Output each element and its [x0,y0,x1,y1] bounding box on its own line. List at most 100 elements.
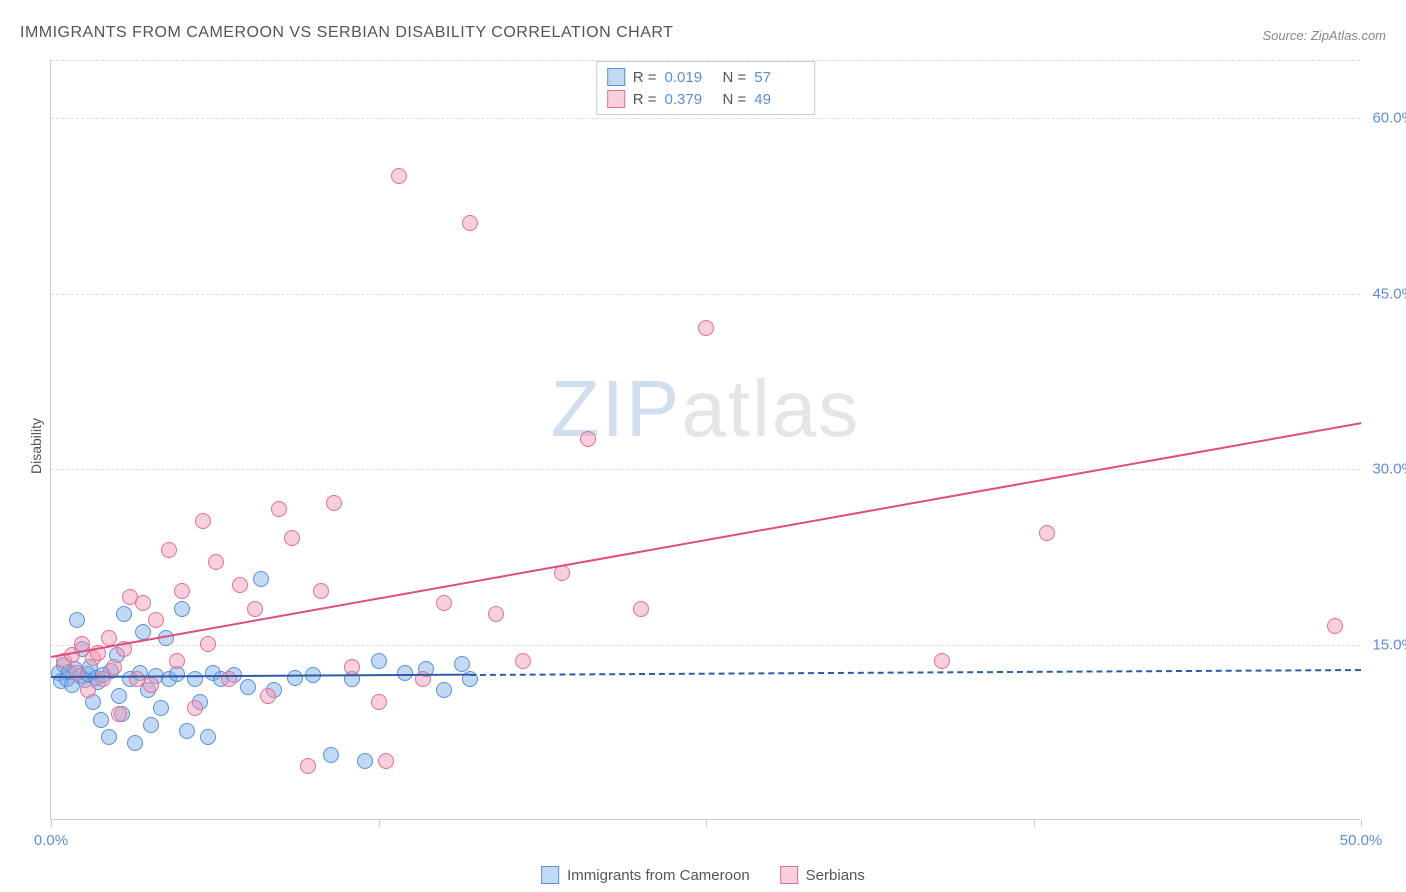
scatter-point [436,595,452,611]
scatter-point [135,595,151,611]
scatter-point [1039,525,1055,541]
scatter-point [187,671,203,687]
legend-swatch-icon [607,68,625,86]
gridline [51,294,1360,295]
regression-line [51,422,1361,658]
scatter-point [187,700,203,716]
watermark-part2: atlas [681,364,860,453]
legend-swatch-icon [780,866,798,884]
scatter-point [127,735,143,751]
legend-item: Immigrants from Cameroon [541,866,750,884]
scatter-point [391,168,407,184]
scatter-point [143,717,159,733]
scatter-point [153,700,169,716]
scatter-point [232,577,248,593]
chart-container: IMMIGRANTS FROM CAMEROON VS SERBIAN DISA… [0,0,1406,892]
scatter-point [357,753,373,769]
scatter-point [174,583,190,599]
gridline [51,645,1360,646]
scatter-point [326,495,342,511]
scatter-point [1327,618,1343,634]
x-tick [379,819,380,827]
scatter-point [200,636,216,652]
scatter-point [101,729,117,745]
legend-item: Serbians [780,866,865,884]
y-tick-label: 60.0% [1372,110,1406,127]
r-label: R = [633,91,657,108]
n-value: 57 [754,69,804,86]
scatter-point [371,653,387,669]
source-attribution: Source: ZipAtlas.com [1262,28,1386,43]
scatter-point [287,670,303,686]
scatter-point [313,583,329,599]
scatter-point [580,431,596,447]
scatter-point [208,554,224,570]
legend-swatch-icon [541,866,559,884]
gridline [51,60,1360,61]
x-tick [1361,819,1362,827]
x-tick [706,819,707,827]
y-tick-label: 15.0% [1372,636,1406,653]
x-tick [51,819,52,827]
scatter-point [80,682,96,698]
regression-line [470,669,1361,676]
scatter-point [116,606,132,622]
scatter-point [436,682,452,698]
watermark: ZIPatlas [551,363,860,455]
scatter-point [253,571,269,587]
gridline [51,469,1360,470]
scatter-point [397,665,413,681]
scatter-point [148,612,164,628]
scatter-point [633,601,649,617]
x-tick-label: 50.0% [1340,832,1383,849]
scatter-point [371,694,387,710]
scatter-point [106,659,122,675]
scatter-point [69,612,85,628]
stats-legend: R = 0.019 N = 57 R = 0.379 N = 49 [596,61,816,115]
scatter-point [323,747,339,763]
scatter-point [93,712,109,728]
plot-area: ZIPatlas R = 0.019 N = 57 R = 0.379 N = … [50,60,1360,820]
r-value: 0.379 [665,91,715,108]
scatter-point [111,688,127,704]
n-label: N = [723,91,747,108]
x-tick [1034,819,1035,827]
n-label: N = [723,69,747,86]
scatter-point [169,653,185,669]
scatter-point [101,630,117,646]
y-tick-label: 45.0% [1372,285,1406,302]
legend-swatch-icon [607,90,625,108]
scatter-point [179,723,195,739]
legend-label: Serbians [806,867,865,884]
scatter-point [260,688,276,704]
scatter-point [378,753,394,769]
scatter-point [271,501,287,517]
watermark-part1: ZIP [551,364,681,453]
scatter-point [515,653,531,669]
scatter-point [200,729,216,745]
scatter-point [934,653,950,669]
scatter-point [462,215,478,231]
scatter-point [161,542,177,558]
y-tick-label: 30.0% [1372,461,1406,478]
chart-title: IMMIGRANTS FROM CAMEROON VS SERBIAN DISA… [20,24,673,42]
r-label: R = [633,69,657,86]
scatter-point [284,530,300,546]
scatter-point [454,656,470,672]
scatter-point [195,513,211,529]
stats-legend-row: R = 0.379 N = 49 [607,88,805,110]
r-value: 0.019 [665,69,715,86]
scatter-point [698,320,714,336]
stats-legend-row: R = 0.019 N = 57 [607,66,805,88]
scatter-point [240,679,256,695]
x-tick-label: 0.0% [34,832,68,849]
legend-label: Immigrants from Cameroon [567,867,750,884]
gridline [51,118,1360,119]
scatter-point [143,677,159,693]
scatter-point [111,706,127,722]
scatter-point [554,565,570,581]
scatter-point [247,601,263,617]
scatter-point [221,671,237,687]
scatter-point [344,659,360,675]
scatter-point [69,665,85,681]
